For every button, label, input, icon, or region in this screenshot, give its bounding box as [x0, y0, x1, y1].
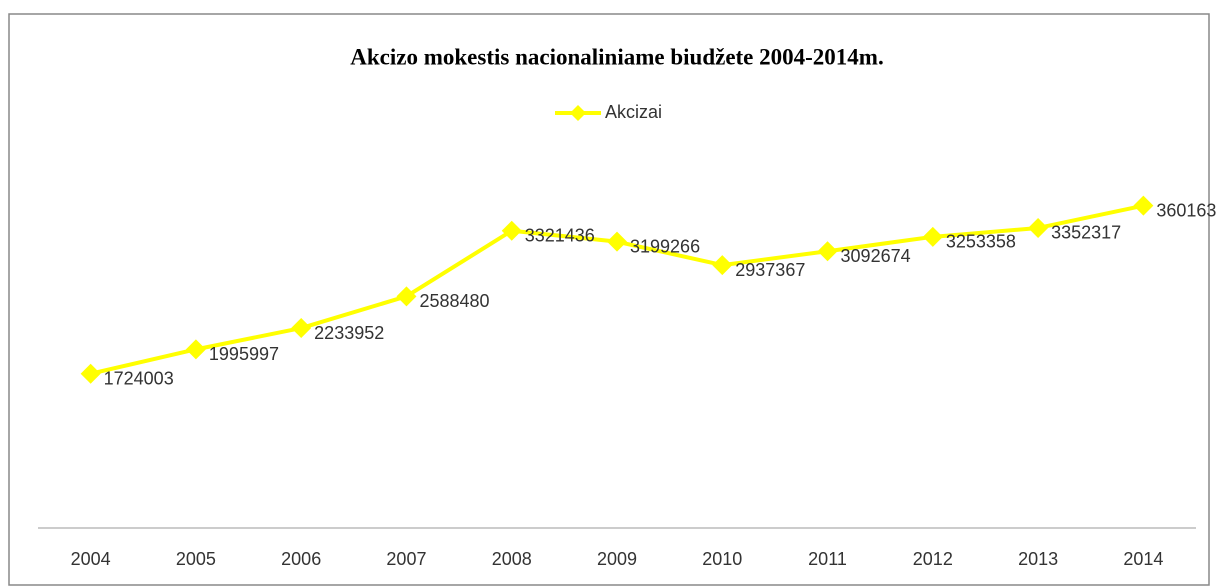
point-marker	[1028, 217, 1049, 238]
data-label: 3352317	[1051, 223, 1121, 243]
data-label: 3601632	[1156, 200, 1216, 220]
data-label: 2233952	[314, 323, 384, 343]
x-tick-label: 2006	[281, 549, 321, 569]
point-marker	[817, 241, 838, 262]
x-tick-label: 2008	[492, 549, 532, 569]
x-tick-label: 2011	[808, 549, 847, 569]
data-label: 3199266	[630, 236, 700, 256]
point-marker	[291, 318, 312, 339]
data-label: 3253358	[946, 232, 1016, 252]
x-tick-label: 2010	[702, 549, 742, 569]
point-marker	[80, 363, 101, 384]
x-tick-label: 2009	[597, 549, 637, 569]
data-label: 3092674	[841, 246, 911, 266]
x-tick-label: 2014	[1123, 549, 1163, 569]
x-tick-label: 2004	[71, 549, 111, 569]
data-label: 3321436	[525, 225, 595, 245]
point-marker	[501, 220, 522, 241]
x-tick-label: 2013	[1018, 549, 1058, 569]
point-marker	[712, 255, 733, 276]
point-marker	[1133, 195, 1154, 216]
point-marker	[922, 226, 943, 247]
legend-marker	[570, 105, 586, 121]
legend-label: Akcizai	[605, 102, 662, 122]
x-tick-label: 2012	[913, 549, 953, 569]
x-tick-label: 2007	[386, 549, 426, 569]
point-marker	[396, 286, 417, 307]
point-marker	[607, 231, 627, 252]
chart-frame	[8, 13, 1210, 586]
data-label: 1995997	[209, 344, 279, 364]
data-label: 1724003	[104, 368, 174, 388]
point-marker	[185, 339, 206, 360]
data-label: 2937367	[735, 260, 805, 280]
x-tick-label: 2005	[176, 549, 216, 569]
chart-title: Akcizo mokestis nacionaliniame biudžete …	[350, 44, 883, 69]
data-label: 2588480	[419, 291, 489, 311]
